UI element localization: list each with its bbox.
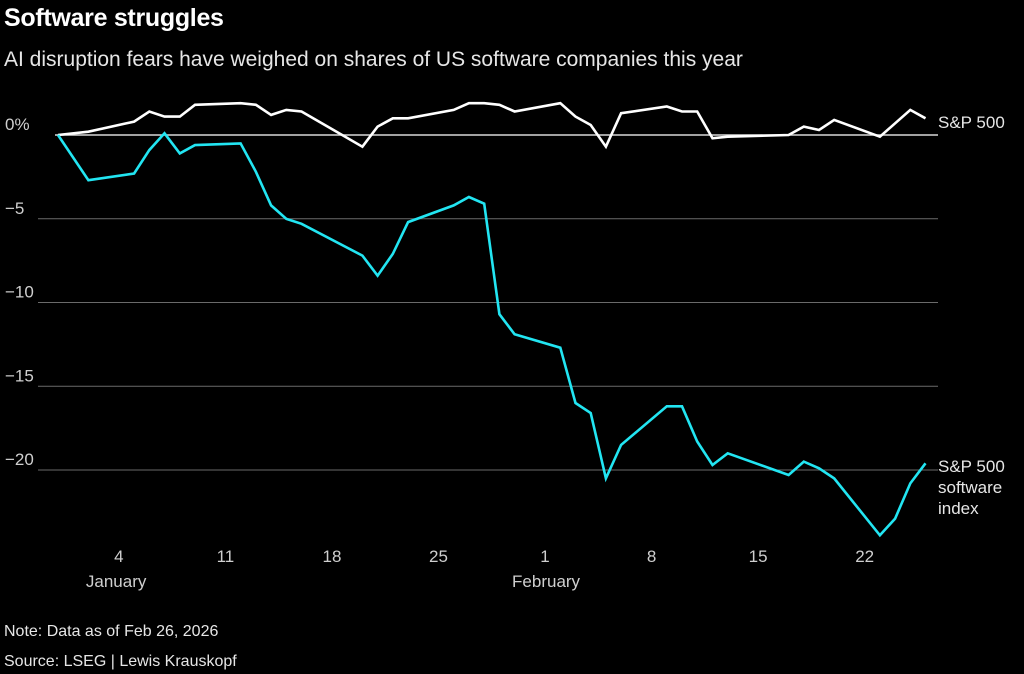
x-tick-label: 25 — [429, 547, 448, 566]
x-tick-label: 18 — [322, 547, 341, 566]
x-tick-label: 4 — [114, 547, 123, 566]
series-label: S&P 500 — [938, 457, 1005, 476]
month-label: January — [86, 572, 147, 591]
chart-title: Software struggles — [4, 4, 224, 32]
x-tick-label: 22 — [855, 547, 874, 566]
x-tick-label: 15 — [749, 547, 768, 566]
chart-source: Source: LSEG | Lewis Krauskopf — [4, 653, 237, 670]
x-tick-label: 8 — [647, 547, 656, 566]
series-label: index — [938, 499, 979, 518]
series-line-software — [56, 131, 927, 538]
x-tick-label: 11 — [217, 547, 235, 566]
series-label: software — [938, 478, 1002, 497]
y-tick-label: −20 — [5, 450, 34, 469]
y-tick-label: 0% — [5, 115, 30, 134]
y-tick-label: −5 — [5, 199, 24, 218]
series-line-sp500 — [57, 101, 927, 150]
series-label: S&P 500 — [938, 113, 1005, 132]
x-tick-label: 1 — [540, 547, 549, 566]
month-label: February — [512, 572, 581, 591]
y-tick-label: −15 — [5, 366, 34, 385]
chart-note: Note: Data as of Feb 26, 2026 — [4, 623, 219, 640]
y-tick-label: −10 — [5, 283, 34, 302]
chart-subtitle: AI disruption fears have weighed on shar… — [4, 48, 743, 71]
